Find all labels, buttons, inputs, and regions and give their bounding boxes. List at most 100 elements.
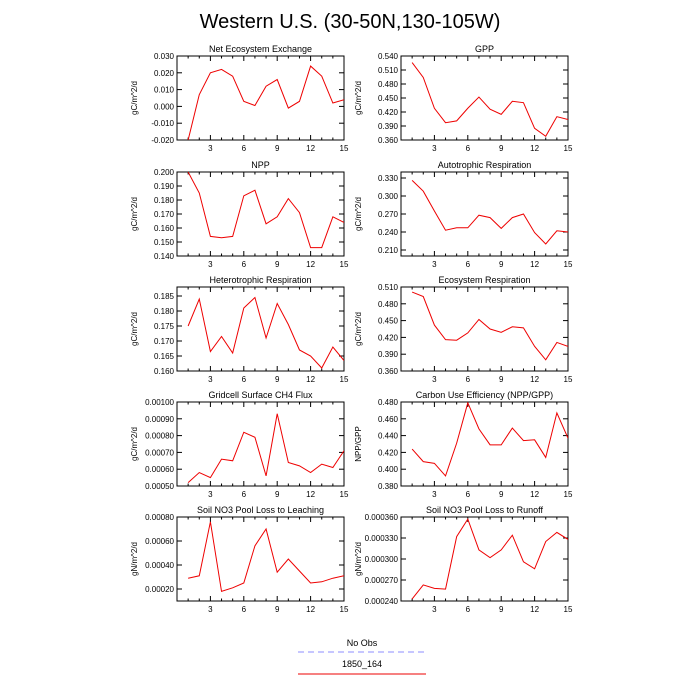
series-line xyxy=(411,402,568,477)
x-tick-label: 12 xyxy=(530,605,539,614)
x-tick-label: 3 xyxy=(432,260,437,269)
y-tick-label: 0.00080 xyxy=(145,513,174,522)
y-tick-label: -0.020 xyxy=(151,136,174,145)
y-tick-label: 0.390 xyxy=(378,122,399,131)
x-tick-label: 12 xyxy=(306,490,315,499)
y-tick-label: 0.480 xyxy=(378,80,399,89)
plot-frame xyxy=(400,55,569,141)
y-tick-label: 0.420 xyxy=(378,108,399,117)
y-tick-label: 0.170 xyxy=(154,337,175,346)
panel: Heterotrophic Respiration 0.160 0.165 0.170… xyxy=(130,275,349,384)
y-tick-label: 0.00050 xyxy=(145,482,174,491)
panel: GPP 0.360 0.390 0.420 0.450 0.480 0.510 0.540 3 6… xyxy=(354,44,573,153)
x-tick-label: 15 xyxy=(340,375,349,384)
x-tick-label: 15 xyxy=(340,260,349,269)
x-tick-label: 12 xyxy=(530,490,539,499)
y-tick-label: 0.510 xyxy=(378,66,399,75)
panel: Autotrophic Respiration 0.210 0.240 0.270 0.… xyxy=(354,160,573,269)
x-tick-label: 15 xyxy=(564,375,573,384)
y-axis-label: gC/m^2/d xyxy=(130,312,139,346)
y-tick-label: -0.010 xyxy=(151,119,174,128)
x-tick-label: 9 xyxy=(499,260,504,269)
plot-frame xyxy=(176,516,345,602)
y-tick-label: 0.00080 xyxy=(145,432,174,441)
y-tick-label: 0.360 xyxy=(378,367,399,376)
x-tick-label: 15 xyxy=(564,144,573,153)
panel: NPP 0.140 0.150 0.160 0.170 0.180 0.190 0.200 3 6… xyxy=(130,160,349,269)
y-tick-label: 0.010 xyxy=(154,86,175,95)
x-tick-label: 3 xyxy=(208,605,213,614)
y-tick-label: 0.160 xyxy=(154,224,175,233)
y-tick-label: 0.380 xyxy=(378,482,399,491)
plot-frame xyxy=(400,171,569,257)
series-line xyxy=(187,413,344,484)
y-tick-label: 0.00100 xyxy=(145,398,174,407)
panel-title: GPP xyxy=(475,44,494,54)
plot-frame xyxy=(176,401,345,487)
y-axis-label: gC/m^2/d xyxy=(130,197,139,231)
x-tick-label: 12 xyxy=(306,260,315,269)
x-tick-label: 6 xyxy=(242,605,247,614)
y-tick-label: 0.160 xyxy=(154,367,175,376)
panel: Carbon Use Efficiency (NPP/GPP) 0.380 0.40… xyxy=(354,390,573,499)
y-tick-label: 0.175 xyxy=(154,322,175,331)
y-tick-label: 0.180 xyxy=(154,196,175,205)
y-tick-label: 0.185 xyxy=(154,292,175,301)
y-tick-label: 0.240 xyxy=(378,228,399,237)
x-tick-label: 3 xyxy=(208,375,213,384)
series-line xyxy=(187,172,344,249)
x-tick-label: 3 xyxy=(432,490,437,499)
figure-title: Western U.S. (30-50N,130-105W) xyxy=(200,11,501,33)
y-tick-label: 0.200 xyxy=(154,168,175,177)
y-tick-label: 0.190 xyxy=(154,182,175,191)
panel: Net Ecosystem Exchange -0.020 -0.010 0.000 0… xyxy=(130,44,349,153)
legend: No Obs 1850_164 xyxy=(298,638,426,675)
y-axis-label: gN/m^2/d xyxy=(354,542,363,576)
x-tick-label: 3 xyxy=(208,260,213,269)
x-tick-label: 9 xyxy=(499,490,504,499)
y-axis-label: NPP/GPP xyxy=(354,426,363,462)
y-tick-label: 0.000360 xyxy=(365,513,399,522)
y-tick-label: 0.00040 xyxy=(145,561,174,570)
y-axis-label: gC/m^2/d xyxy=(354,312,363,346)
y-axis-label: gN/m^2/d xyxy=(130,542,139,576)
x-tick-label: 3 xyxy=(432,375,437,384)
x-tick-label: 6 xyxy=(466,144,471,153)
x-tick-label: 6 xyxy=(242,260,247,269)
y-tick-label: 0.140 xyxy=(154,252,175,261)
panel-title: Soil NO3 Pool Loss to Runoff xyxy=(426,505,543,515)
y-tick-label: 0.400 xyxy=(378,465,399,474)
y-axis-label: gC/m^2/d xyxy=(354,81,363,115)
y-tick-label: 0.270 xyxy=(378,210,399,219)
x-tick-label: 9 xyxy=(275,375,280,384)
plot-frame xyxy=(176,55,345,141)
x-tick-label: 6 xyxy=(242,144,247,153)
y-tick-label: 0.00090 xyxy=(145,415,174,424)
y-tick-label: 0.460 xyxy=(378,415,399,424)
x-tick-label: 6 xyxy=(242,375,247,384)
x-tick-label: 12 xyxy=(306,144,315,153)
y-tick-label: 0.540 xyxy=(378,52,399,61)
x-tick-label: 15 xyxy=(340,490,349,499)
x-tick-label: 3 xyxy=(208,144,213,153)
panel-title: Gridcell Surface CH4 Flux xyxy=(208,390,313,400)
x-tick-label: 6 xyxy=(466,490,471,499)
x-tick-label: 15 xyxy=(564,490,573,499)
y-axis-label: gC/m^2/d xyxy=(130,81,139,115)
y-tick-label: 0.00060 xyxy=(145,465,174,474)
legend-label: 1850_164 xyxy=(342,659,382,669)
x-tick-label: 3 xyxy=(208,490,213,499)
x-tick-label: 3 xyxy=(432,605,437,614)
panel-title: Heterotrophic Respiration xyxy=(209,275,311,285)
y-tick-label: 0.210 xyxy=(378,246,399,255)
y-tick-label: 0.00070 xyxy=(145,448,174,457)
x-tick-label: 6 xyxy=(466,375,471,384)
x-tick-label: 6 xyxy=(466,605,471,614)
x-tick-label: 6 xyxy=(466,260,471,269)
y-tick-label: 0.000240 xyxy=(365,597,399,606)
x-tick-label: 9 xyxy=(499,605,504,614)
y-axis-label: gC/m^2/d xyxy=(130,427,139,461)
panel-title: Carbon Use Efficiency (NPP/GPP) xyxy=(416,390,553,400)
series-line xyxy=(411,62,568,137)
panels-grid: Net Ecosystem Exchange -0.020 -0.010 0.000 0… xyxy=(130,44,573,614)
